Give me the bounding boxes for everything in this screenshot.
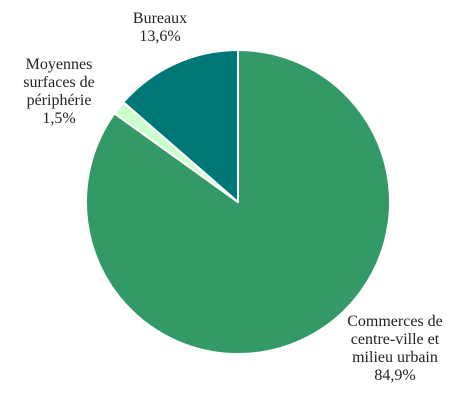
slice-label-line: Moyennes bbox=[25, 56, 93, 73]
slice-label-line: milieu urbain bbox=[352, 349, 438, 366]
slice-label-line: Commerces de bbox=[347, 313, 443, 330]
slice-label-commerces: Commerces de centre-ville et milieu urba… bbox=[330, 313, 460, 385]
slice-value-label: 13,6% bbox=[139, 28, 181, 45]
slice-value-label: 84,9% bbox=[374, 367, 416, 384]
slice-label-line: centre-ville et bbox=[350, 331, 440, 348]
slice-label-line: périphérie bbox=[26, 92, 92, 109]
slice-value-label: 1,5% bbox=[42, 110, 76, 127]
slice-label-line: Bureaux bbox=[132, 10, 188, 27]
slice-label-bureaux: Bureaux 13,6% bbox=[105, 10, 215, 46]
slice-label-moyennes-surfaces: Moyennes surfaces de périphérie 1,5% bbox=[3, 56, 115, 128]
slice-commerces bbox=[85, 49, 391, 355]
slice-bureaux bbox=[122, 49, 239, 203]
slice-label-line: surfaces de bbox=[23, 74, 95, 91]
